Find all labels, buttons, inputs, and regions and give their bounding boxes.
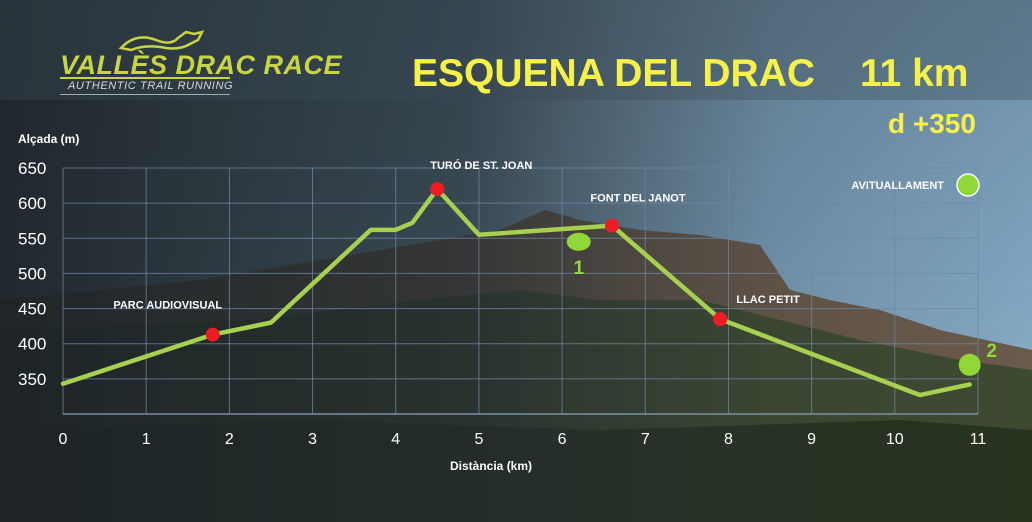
elevation-profile [60, 186, 972, 398]
aid-station-marker [566, 232, 591, 251]
aid-station-marker [958, 353, 981, 376]
race-title: ESQUENA DEL DRAC [412, 52, 816, 95]
x-tick-label: 4 [391, 431, 400, 448]
y-tick-label: 550 [18, 229, 46, 248]
legend-marker [956, 173, 980, 197]
logo-divider [60, 77, 230, 79]
y-axis-label: Alçada (m) [18, 132, 80, 146]
logo-underline [60, 94, 230, 95]
x-tick-label: 0 [59, 431, 68, 448]
x-tick-label: 1 [142, 431, 151, 448]
y-tick-label: 650 [18, 159, 46, 178]
elevation-gain: d +350 [888, 108, 976, 139]
y-tick-label: 350 [18, 370, 46, 389]
waypoint-marker [430, 182, 445, 197]
race-distance: 11 km [860, 52, 969, 95]
waypoint-label: LLAC PETIT [736, 294, 800, 306]
aid-station-label: 2 [986, 341, 997, 362]
chart-ticks: 0 1 2 3 4 5 6 7 8 9 10 11 350 400 450 500 550 600 650 [18, 159, 986, 448]
y-tick-label: 400 [18, 335, 46, 354]
logo: VALLÈS DRAC RACE AUTHENTIC TRAIL RUNNING [60, 28, 342, 100]
waypoint-label: PARC AUDIOVISUAL [113, 300, 222, 312]
x-tick-label: 7 [641, 431, 650, 448]
y-tick-label: 500 [18, 264, 46, 283]
y-tick-label: 600 [18, 194, 46, 213]
x-tick-label: 5 [474, 431, 483, 448]
waypoint-marker [205, 327, 220, 342]
chart-marks: PARC AUDIOVISUAL TURÓ DE ST. JOAN FONT DEL… [113, 159, 997, 376]
x-tick-label: 10 [886, 431, 904, 448]
x-tick-label: 2 [225, 431, 234, 448]
x-tick-label: 9 [807, 431, 816, 448]
x-tick-label: 3 [308, 431, 317, 448]
x-axis-label: Distància (km) [450, 459, 533, 473]
logo-tagline: AUTHENTIC TRAIL RUNNING [68, 80, 234, 92]
y-tick-label: 450 [18, 300, 46, 319]
aid-station-label: 1 [573, 258, 584, 279]
chart-grid [62, 167, 979, 415]
dragon-logo-icon [118, 30, 205, 52]
waypoint-label: FONT DEL JANOT [590, 193, 685, 205]
x-tick-label: 8 [724, 431, 733, 448]
legend-label: AVITUALLAMENT [851, 180, 944, 192]
waypoint-label: TURÓ DE ST. JOAN [430, 159, 532, 172]
waypoint-marker [713, 312, 728, 327]
x-tick-label: 11 [970, 431, 987, 448]
x-tick-label: 6 [558, 431, 567, 448]
waypoint-marker [605, 218, 619, 233]
series-line [60, 186, 972, 398]
logo-text: VALLÈS DRAC RACE [60, 50, 343, 80]
